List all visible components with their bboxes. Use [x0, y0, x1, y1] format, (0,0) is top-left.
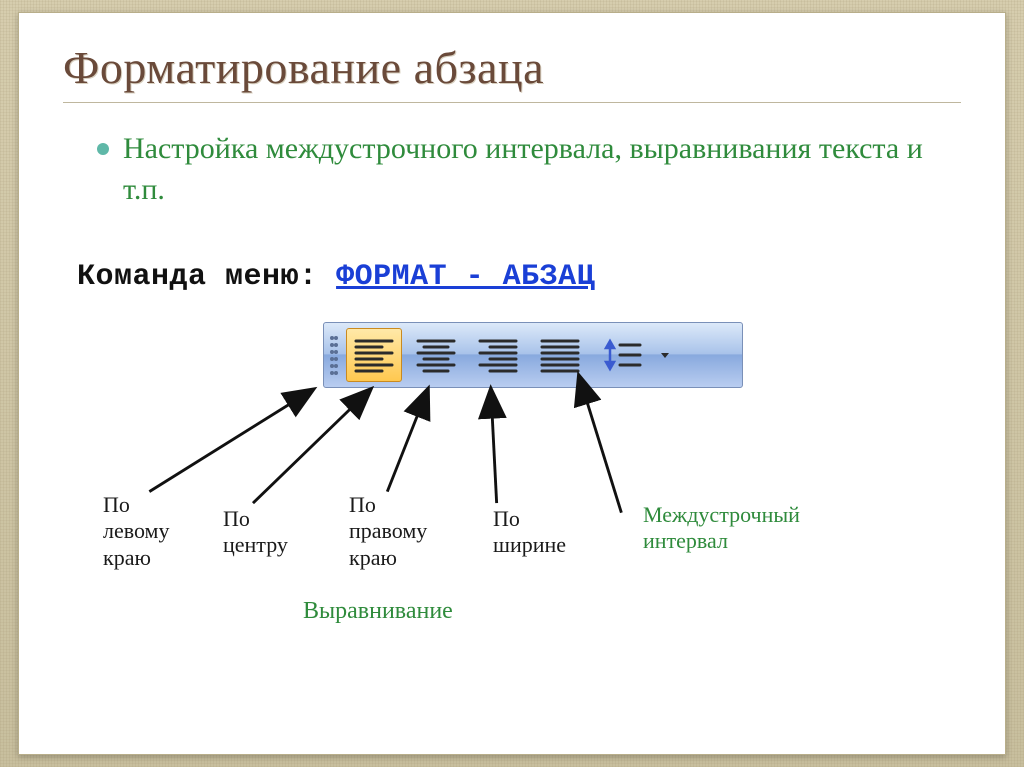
slide: Форматирование абзаца Настройка междустр… [18, 12, 1006, 755]
menu-label: Команда меню: [77, 260, 318, 294]
callout-align-left: Полевомукраю [103, 492, 169, 571]
slide-title: Форматирование абзаца [63, 41, 961, 94]
bullet-dot-icon [97, 143, 109, 155]
diagram-area: Полевомукраю Поцентру Поправомукраю Поши… [63, 322, 961, 642]
bullet-text: Настройка междустрочного интервала, выра… [123, 129, 961, 210]
callout-align-right: Поправомукраю [349, 492, 427, 571]
bullet-item: Настройка междустрочного интервала, выра… [97, 129, 961, 210]
callout-align-center: Поцентру [223, 506, 288, 559]
group-label-alignment: Выравнивание [303, 598, 453, 625]
callout-align-justify: Поширине [493, 506, 566, 559]
title-underline [63, 102, 961, 103]
callout-arrows [63, 322, 961, 642]
callout-line-spacing: Междустрочныйинтервал [643, 502, 800, 555]
menu-command-line: Команда меню: ФОРМАТ - АБЗАЦ [77, 260, 961, 294]
menu-value: ФОРМАТ - АБЗАЦ [336, 260, 595, 294]
